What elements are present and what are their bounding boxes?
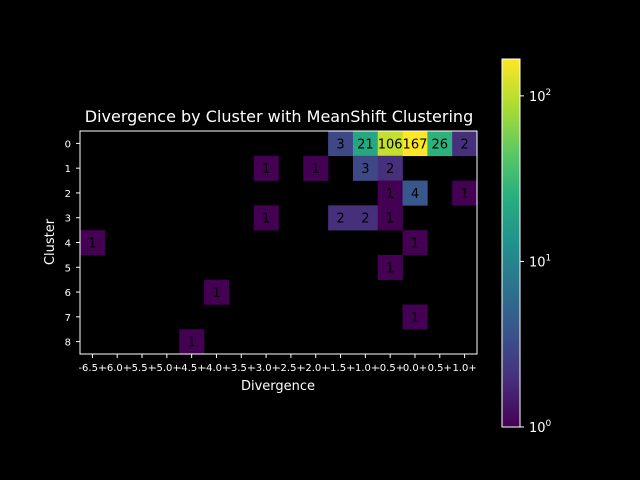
y-tick-label: 1 (65, 164, 71, 175)
cell-value-label: 1 (88, 237, 96, 252)
heatmap-cell (402, 180, 428, 206)
cell-value-label: 3 (336, 137, 344, 152)
cell-value-label: 1 (262, 162, 270, 177)
x-tick-label: 1.0+ (452, 363, 476, 374)
y-tick-label: 2 (65, 189, 71, 200)
heatmap-cell (253, 155, 279, 181)
heatmap-cell (377, 155, 403, 181)
heatmap-cell (253, 205, 279, 231)
colorbar-tick-exponent: 1 (546, 253, 552, 263)
heatmap-cell (352, 155, 379, 181)
heatmap-cell (427, 131, 453, 157)
colorbar-tick-base: 10 (529, 90, 546, 105)
cell-value-label: 1 (386, 261, 394, 276)
x-tick-label: -5.0+ (153, 363, 181, 374)
x-tick-label: -6.0+ (103, 363, 131, 374)
cell-value-label: 1 (411, 311, 419, 326)
heatmap-cell (80, 230, 106, 256)
y-axis-ticks: 0 1 2 3 4 5 6 7 8 (65, 139, 80, 349)
x-tick-label: 0.0+ (403, 363, 427, 374)
cell-value-label: 26 (432, 137, 449, 152)
cell-value-label: 3 (361, 162, 369, 177)
x-tick-label: -1.0+ (351, 363, 379, 374)
heatmap-cell (204, 279, 230, 305)
cell-value-label: 4 (411, 187, 419, 202)
y-tick-label: 3 (65, 214, 71, 225)
y-axis-label: Cluster (43, 218, 58, 265)
x-axis-ticks: -6.5+-6.0+-5.5+-5.0+-4.5+-4.0+-3.5+-3.0+… (78, 354, 477, 374)
cell-value-label: 2 (460, 137, 468, 152)
x-tick-label: 0.5+ (428, 363, 452, 374)
heatmap-cell (179, 329, 205, 355)
x-tick-label: -4.5+ (178, 363, 206, 374)
cell-value-label: 106 (378, 137, 403, 152)
heatmap-cell (377, 180, 403, 206)
colorbar-tick-label: 100 (529, 419, 552, 436)
cell-value-label: 1 (212, 286, 220, 301)
cell-value-label: 1 (460, 187, 468, 202)
cell-value-label: 167 (403, 137, 428, 152)
cell-value-label: 1 (262, 212, 270, 227)
cell-value-label: 1 (188, 336, 196, 351)
cell-value-label: 2 (386, 162, 394, 177)
x-tick-label: -2.0+ (302, 363, 330, 374)
colorbar (501, 58, 521, 428)
x-tick-label: -3.5+ (227, 363, 255, 374)
cell-value-label: 1 (386, 212, 394, 227)
colorbar-tick-base: 10 (529, 421, 546, 436)
x-tick-label: -6.5+ (78, 363, 106, 374)
colorbar-tick-label: 101 (529, 253, 551, 270)
y-tick-label: 0 (65, 139, 71, 150)
heatmap-cell (452, 131, 478, 157)
x-tick-label: -1.5+ (327, 363, 355, 374)
colorbar-tick-exponent: 2 (546, 88, 552, 98)
cell-value-label: 1 (386, 187, 394, 202)
heatmap-cell (352, 131, 379, 157)
y-tick-label: 5 (65, 263, 71, 274)
heatmap-cell (377, 205, 403, 231)
y-tick-label: 6 (65, 288, 71, 299)
heatmap-cell (402, 304, 428, 330)
x-tick-label: -3.0+ (252, 363, 280, 374)
y-tick-label: 7 (65, 313, 71, 324)
cell-value-label: 2 (361, 212, 369, 227)
heatmap-cell (377, 131, 403, 157)
x-tick-label: -0.5+ (376, 363, 404, 374)
heatmap-cell (328, 131, 354, 157)
heatmap-cell (328, 205, 354, 231)
heatmap-cell (452, 180, 478, 206)
chart-title: Divergence by Cluster with MeanShift Clu… (85, 107, 473, 126)
heatmap-cell (377, 254, 403, 280)
colorbar-tick-exponent: 0 (546, 419, 552, 429)
cell-value-label: 21 (357, 137, 374, 152)
cell-value-label: 1 (312, 162, 320, 177)
cell-value-label: 1 (411, 237, 419, 252)
heatmap-cell (352, 205, 379, 231)
y-tick-label: 8 (65, 338, 71, 349)
cell-value-label: 2 (336, 212, 344, 227)
colorbar-tick-label: 102 (529, 88, 551, 105)
heatmap-cell (303, 155, 329, 181)
x-tick-label: -4.0+ (203, 363, 231, 374)
x-tick-label: -2.5+ (277, 363, 305, 374)
heatmap-cell (402, 230, 428, 256)
x-axis-label: Divergence (241, 379, 315, 394)
x-tick-label: -5.5+ (128, 363, 156, 374)
y-tick-label: 4 (65, 239, 71, 250)
colorbar-tick-base: 10 (529, 255, 546, 270)
heatmap-cell (402, 131, 428, 157)
